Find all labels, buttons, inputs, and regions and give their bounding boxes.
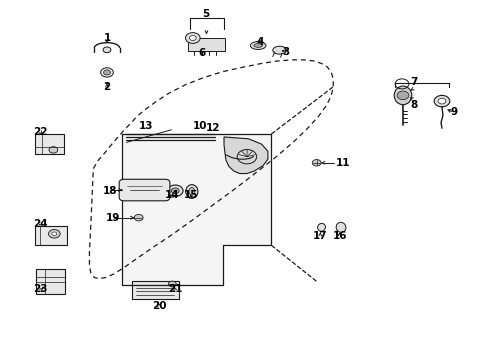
Text: 23: 23 — [33, 284, 48, 294]
Text: 8: 8 — [410, 100, 417, 110]
Text: 20: 20 — [152, 301, 166, 311]
Ellipse shape — [317, 224, 325, 231]
Text: 1: 1 — [103, 33, 110, 43]
Ellipse shape — [272, 46, 286, 54]
Text: 22: 22 — [33, 127, 48, 136]
FancyBboxPatch shape — [119, 179, 169, 201]
Circle shape — [433, 95, 449, 107]
Text: 19: 19 — [105, 213, 120, 223]
Circle shape — [52, 232, 57, 235]
Circle shape — [49, 147, 58, 153]
Text: 9: 9 — [449, 107, 457, 117]
Text: 2: 2 — [103, 82, 110, 93]
Text: 17: 17 — [312, 231, 327, 240]
Circle shape — [396, 91, 408, 100]
Circle shape — [171, 188, 179, 194]
Text: 12: 12 — [205, 123, 220, 133]
Text: 6: 6 — [198, 48, 205, 58]
Circle shape — [312, 159, 321, 166]
Ellipse shape — [393, 86, 411, 105]
Text: 24: 24 — [33, 219, 48, 229]
Text: 21: 21 — [168, 284, 182, 294]
Text: 13: 13 — [139, 121, 153, 131]
Circle shape — [103, 47, 111, 53]
Ellipse shape — [253, 44, 262, 47]
Circle shape — [437, 98, 445, 104]
FancyBboxPatch shape — [36, 269, 65, 294]
Circle shape — [101, 68, 113, 77]
Circle shape — [185, 33, 200, 43]
Circle shape — [48, 229, 60, 238]
Ellipse shape — [335, 222, 345, 232]
Text: 15: 15 — [183, 190, 198, 200]
FancyBboxPatch shape — [187, 38, 224, 51]
Text: 3: 3 — [282, 46, 289, 57]
Text: 11: 11 — [335, 158, 350, 168]
Text: 18: 18 — [103, 186, 118, 196]
Polygon shape — [224, 137, 267, 174]
Ellipse shape — [250, 41, 265, 49]
FancyBboxPatch shape — [132, 281, 178, 299]
Text: 7: 7 — [409, 77, 417, 87]
Circle shape — [189, 36, 196, 41]
Circle shape — [168, 281, 176, 287]
Circle shape — [103, 70, 110, 75]
Circle shape — [167, 185, 183, 197]
Text: 10: 10 — [192, 121, 206, 131]
Text: 14: 14 — [164, 190, 179, 200]
FancyBboxPatch shape — [35, 226, 66, 244]
Text: 5: 5 — [202, 9, 209, 19]
Polygon shape — [122, 134, 271, 285]
Text: 4: 4 — [256, 37, 263, 47]
FancyBboxPatch shape — [35, 134, 64, 154]
Circle shape — [134, 215, 143, 221]
Text: 16: 16 — [332, 231, 346, 240]
Ellipse shape — [185, 185, 198, 198]
Ellipse shape — [188, 188, 194, 195]
